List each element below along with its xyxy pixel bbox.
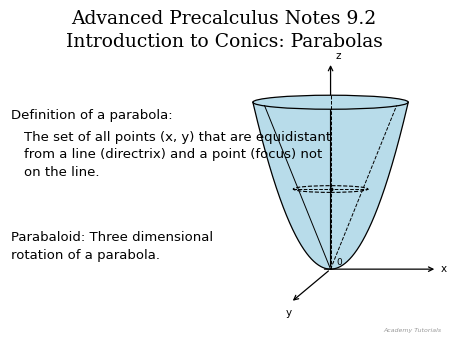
Ellipse shape [253, 95, 408, 109]
Text: z: z [336, 50, 342, 61]
Text: y: y [285, 308, 292, 317]
Text: Definition of a parabola:: Definition of a parabola: [11, 109, 173, 122]
Text: 0: 0 [336, 259, 342, 267]
Text: Advanced Precalculus Notes 9.2
Introduction to Conics: Parabolas: Advanced Precalculus Notes 9.2 Introduct… [66, 10, 382, 51]
Text: The set of all points (x, y) that are equidistant
from a line (directrix) and a : The set of all points (x, y) that are eq… [24, 130, 331, 178]
Text: Parabaloid: Three dimensional
rotation of a parabola.: Parabaloid: Three dimensional rotation o… [11, 231, 213, 262]
Text: Academy Tutorials: Academy Tutorials [383, 328, 441, 333]
Text: x: x [441, 264, 447, 274]
Polygon shape [253, 102, 408, 269]
